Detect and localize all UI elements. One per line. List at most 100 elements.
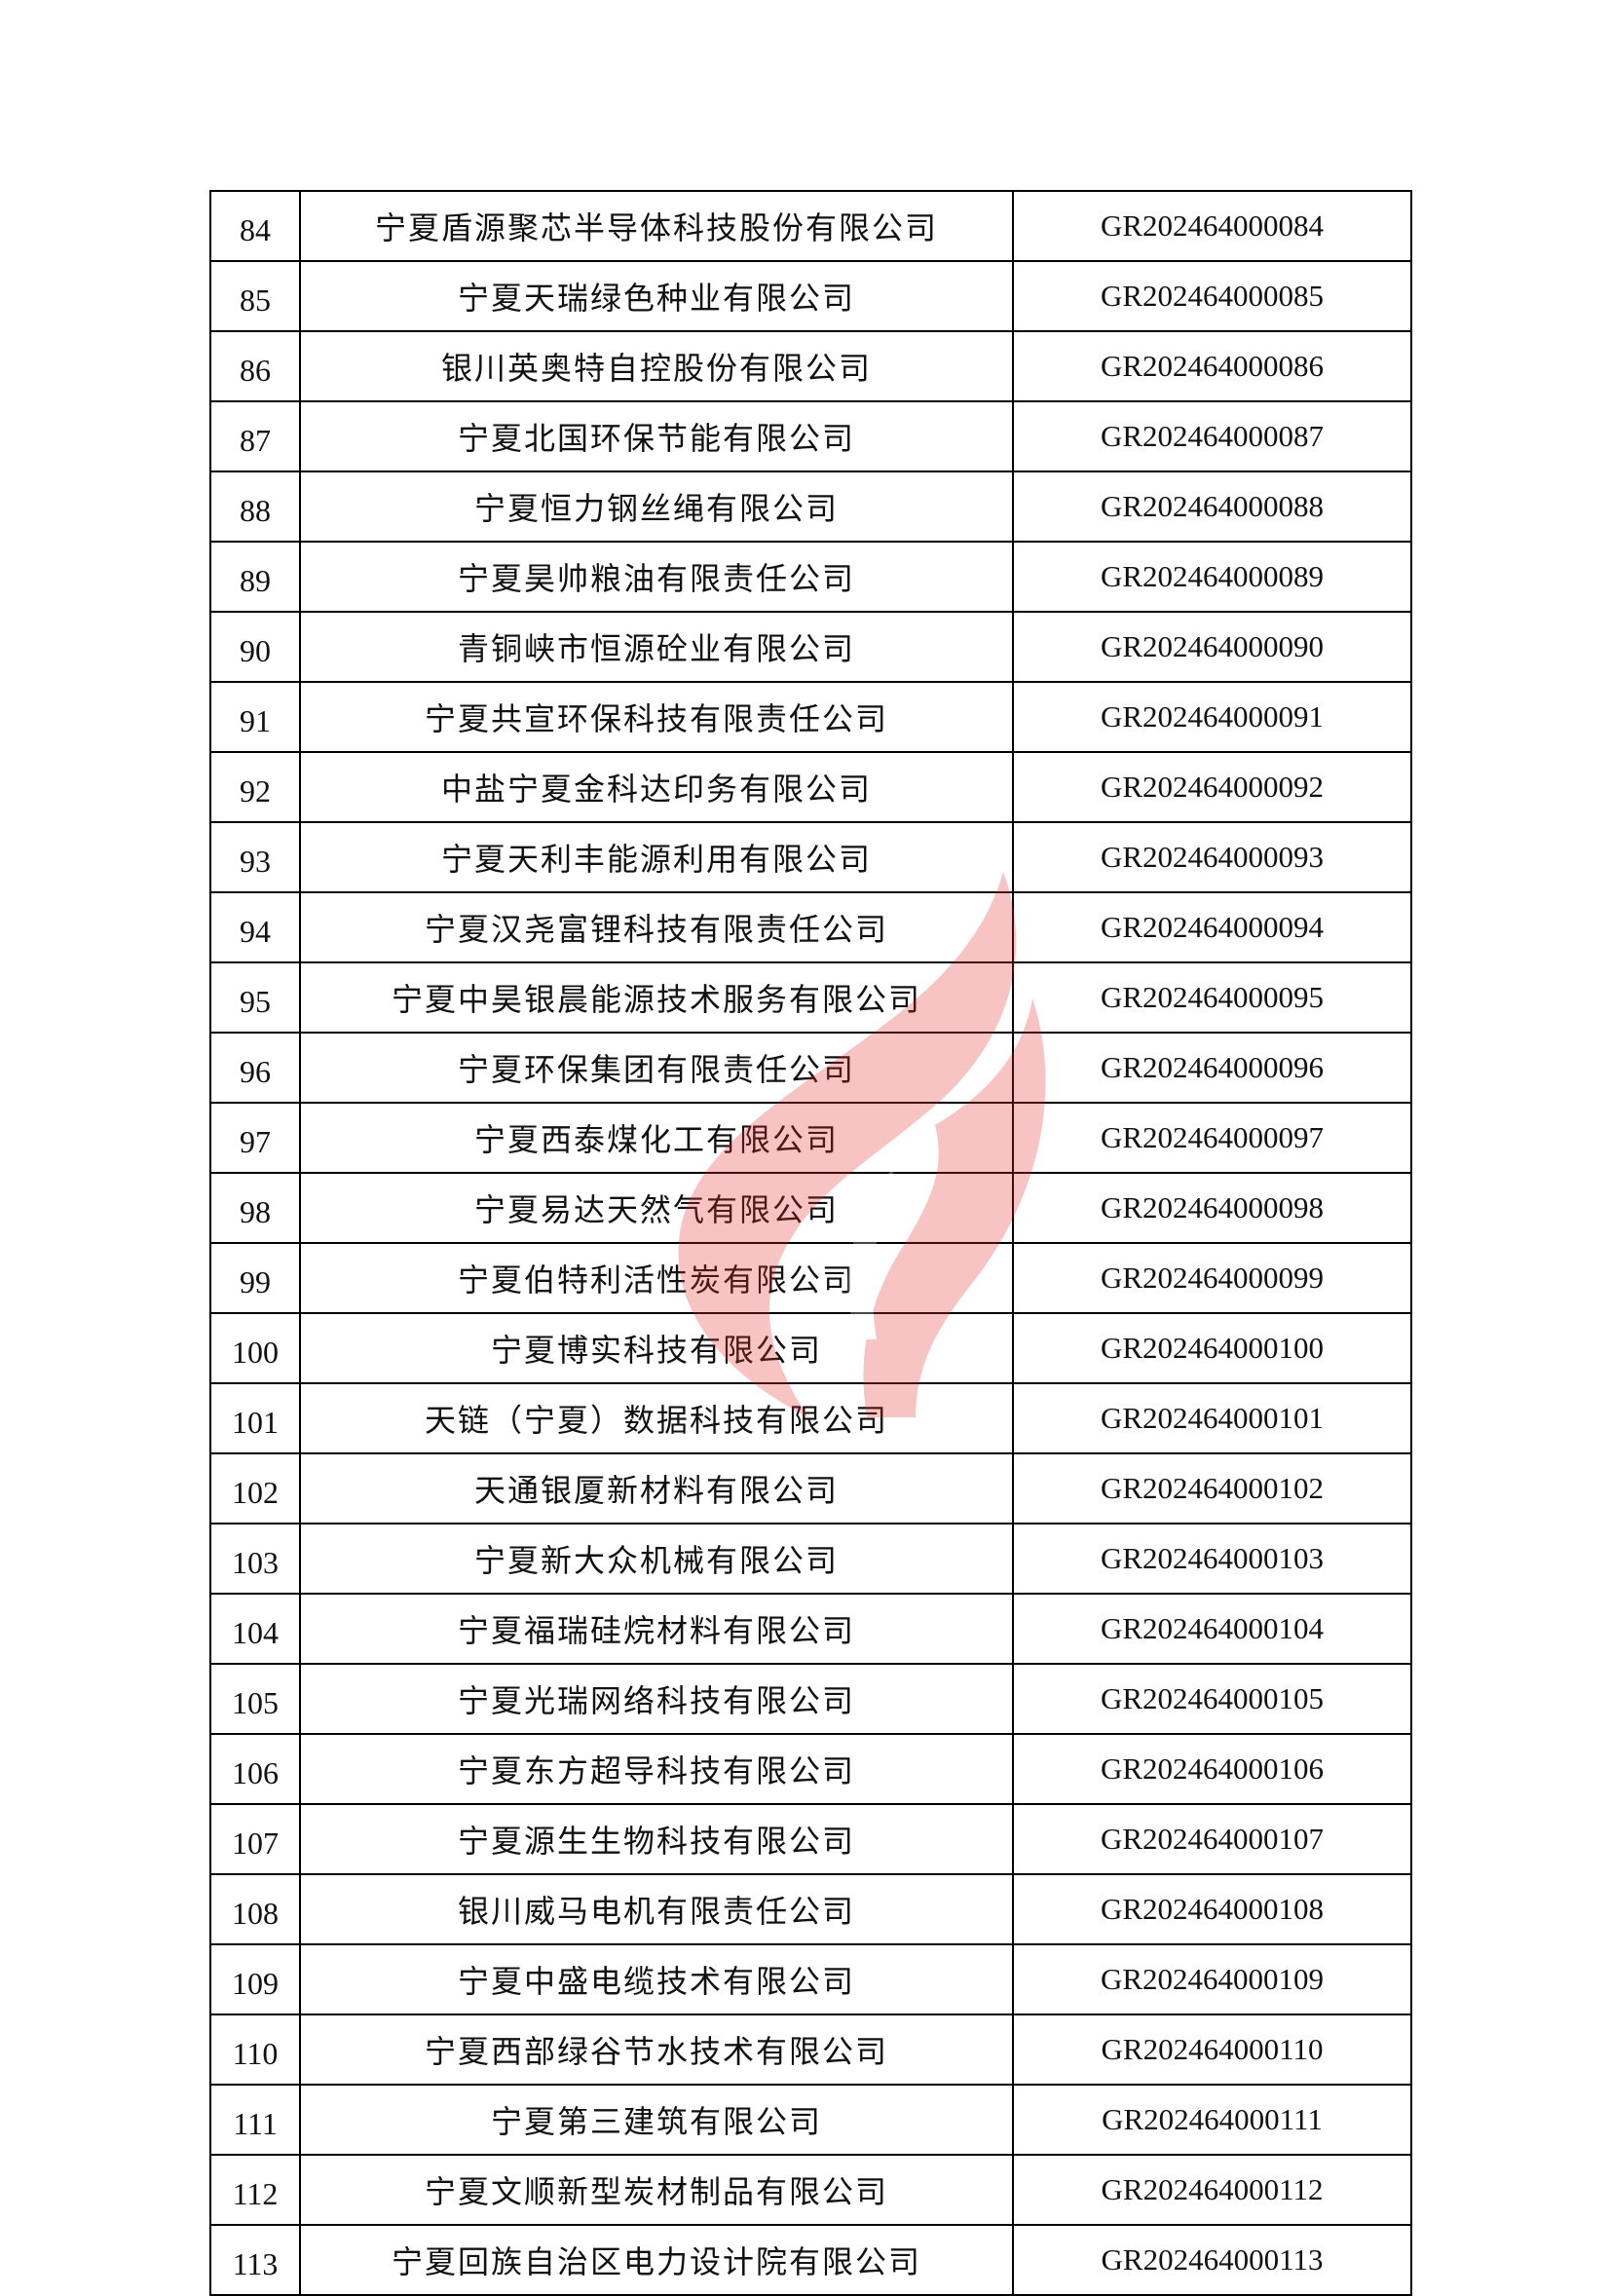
table-row: 100 宁夏博实科技有限公司 GR202464000100: [209, 1312, 1412, 1384]
certificate-number: GR202464000107: [1012, 1803, 1412, 1875]
certificate-number: GR202464000111: [1012, 2084, 1412, 2156]
certificate-number: GR202464000097: [1012, 1102, 1412, 1174]
certificate-number: GR202464000086: [1012, 330, 1412, 402]
certificate-number: GR202464000091: [1012, 681, 1412, 753]
company-name: 宁夏环保集团有限责任公司: [299, 1032, 1014, 1104]
certificate-number: GR202464000105: [1012, 1663, 1412, 1735]
row-number: 108: [209, 1873, 301, 1945]
certificate-number: GR202464000112: [1012, 2154, 1412, 2226]
company-name: 银川威马电机有限责任公司: [299, 1873, 1014, 1945]
certificate-number: GR202464000096: [1012, 1032, 1412, 1104]
row-number: 97: [209, 1102, 301, 1174]
table-row: 105 宁夏光瑞网络科技有限公司 GR202464000105: [209, 1663, 1412, 1735]
certificate-number: GR202464000084: [1012, 190, 1412, 262]
company-name: 宁夏福瑞硅烷材料有限公司: [299, 1593, 1014, 1665]
row-number: 103: [209, 1523, 301, 1595]
certificate-number: GR202464000089: [1012, 541, 1412, 613]
row-number: 89: [209, 541, 301, 613]
table-row: 107 宁夏源生生物科技有限公司 GR202464000107: [209, 1803, 1412, 1875]
table-row: 112 宁夏文顺新型炭材制品有限公司 GR202464000112: [209, 2154, 1412, 2226]
row-number: 96: [209, 1032, 301, 1104]
certificate-number: GR202464000113: [1012, 2224, 1412, 2296]
company-name: 宁夏共宣环保科技有限责任公司: [299, 681, 1014, 753]
table-row: 89 宁夏昊帅粮油有限责任公司 GR202464000089: [209, 541, 1412, 613]
certificate-number: GR202464000102: [1012, 1452, 1412, 1524]
certificate-number: GR202464000094: [1012, 891, 1412, 963]
row-number: 107: [209, 1803, 301, 1875]
row-number: 87: [209, 400, 301, 472]
row-number: 100: [209, 1312, 301, 1384]
company-name: 宁夏北国环保节能有限公司: [299, 400, 1014, 472]
certificate-number: GR202464000106: [1012, 1733, 1412, 1805]
table-row: 94 宁夏汉尧富锂科技有限责任公司 GR202464000094: [209, 891, 1412, 963]
certificate-number: GR202464000099: [1012, 1242, 1412, 1314]
table-row: 113 宁夏回族自治区电力设计院有限公司 GR202464000113: [209, 2224, 1412, 2296]
certificate-number: GR202464000087: [1012, 400, 1412, 472]
table-row: 87 宁夏北国环保节能有限公司 GR202464000087: [209, 400, 1412, 472]
table-row: 90 青铜峡市恒源砼业有限公司 GR202464000090: [209, 611, 1412, 683]
certificate-number: GR202464000108: [1012, 1873, 1412, 1945]
table-row: 95 宁夏中昊银晨能源技术服务有限公司 GR202464000095: [209, 961, 1412, 1034]
table-row: 110 宁夏西部绿谷节水技术有限公司 GR202464000110: [209, 2014, 1412, 2086]
table-row: 99 宁夏伯特利活性炭有限公司 GR202464000099: [209, 1242, 1412, 1314]
table-row: 97 宁夏西泰煤化工有限公司 GR202464000097: [209, 1102, 1412, 1174]
company-name: 宁夏新大众机械有限公司: [299, 1523, 1014, 1595]
company-name: 宁夏天瑞绿色种业有限公司: [299, 260, 1014, 332]
company-name: 宁夏东方超导科技有限公司: [299, 1733, 1014, 1805]
row-number: 102: [209, 1452, 301, 1524]
company-name: 青铜峡市恒源砼业有限公司: [299, 611, 1014, 683]
company-name: 宁夏盾源聚芯半导体科技股份有限公司: [299, 190, 1014, 262]
row-number: 101: [209, 1382, 301, 1454]
row-number: 92: [209, 751, 301, 823]
company-name: 宁夏文顺新型炭材制品有限公司: [299, 2154, 1014, 2226]
certificate-number: GR202464000104: [1012, 1593, 1412, 1665]
certificate-number: GR202464000085: [1012, 260, 1412, 332]
certificate-number: GR202464000100: [1012, 1312, 1412, 1384]
row-number: 105: [209, 1663, 301, 1735]
certificate-number: GR202464000109: [1012, 1943, 1412, 2015]
row-number: 90: [209, 611, 301, 683]
company-table: 84 宁夏盾源聚芯半导体科技股份有限公司 GR202464000084 85 宁夏天瑞绿…: [209, 190, 1412, 2296]
row-number: 110: [209, 2014, 301, 2086]
certificate-number: GR202464000095: [1012, 961, 1412, 1034]
row-number: 106: [209, 1733, 301, 1805]
table-row: 92 中盐宁夏金科达印务有限公司 GR202464000092: [209, 751, 1412, 823]
table-row: 103 宁夏新大众机械有限公司 GR202464000103: [209, 1523, 1412, 1595]
row-number: 113: [209, 2224, 301, 2296]
table-row: 106 宁夏东方超导科技有限公司 GR202464000106: [209, 1733, 1412, 1805]
row-number: 93: [209, 821, 301, 893]
row-number: 99: [209, 1242, 301, 1314]
company-name: 天链（宁夏）数据科技有限公司: [299, 1382, 1014, 1454]
row-number: 86: [209, 330, 301, 402]
certificate-number: GR202464000101: [1012, 1382, 1412, 1454]
table-row: 85 宁夏天瑞绿色种业有限公司 GR202464000085: [209, 260, 1412, 332]
certificate-number: GR202464000103: [1012, 1523, 1412, 1595]
table-row: 86 银川英奥特自控股份有限公司 GR202464000086: [209, 330, 1412, 402]
row-number: 84: [209, 190, 301, 262]
certificate-number: GR202464000092: [1012, 751, 1412, 823]
table-row: 111 宁夏第三建筑有限公司 GR202464000111: [209, 2084, 1412, 2156]
company-name: 宁夏回族自治区电力设计院有限公司: [299, 2224, 1014, 2296]
row-number: 104: [209, 1593, 301, 1665]
company-name: 宁夏天利丰能源利用有限公司: [299, 821, 1014, 893]
row-number: 91: [209, 681, 301, 753]
certificate-number: GR202464000110: [1012, 2014, 1412, 2086]
table-row: 96 宁夏环保集团有限责任公司 GR202464000096: [209, 1032, 1412, 1104]
row-number: 85: [209, 260, 301, 332]
company-name: 宁夏伯特利活性炭有限公司: [299, 1242, 1014, 1314]
company-name: 宁夏西部绿谷节水技术有限公司: [299, 2014, 1014, 2086]
certificate-number: GR202464000090: [1012, 611, 1412, 683]
row-number: 94: [209, 891, 301, 963]
company-name: 宁夏易达天然气有限公司: [299, 1172, 1014, 1244]
company-name: 宁夏汉尧富锂科技有限责任公司: [299, 891, 1014, 963]
table-body: 84 宁夏盾源聚芯半导体科技股份有限公司 GR202464000084 85 宁夏天瑞绿…: [209, 190, 1412, 2296]
company-name: 银川英奥特自控股份有限公司: [299, 330, 1014, 402]
company-name: 宁夏博实科技有限公司: [299, 1312, 1014, 1384]
table-row: 102 天通银厦新材料有限公司 GR202464000102: [209, 1452, 1412, 1524]
company-name: 宁夏恒力钢丝绳有限公司: [299, 470, 1014, 543]
company-name: 宁夏中昊银晨能源技术服务有限公司: [299, 961, 1014, 1034]
row-number: 98: [209, 1172, 301, 1244]
company-name: 天通银厦新材料有限公司: [299, 1452, 1014, 1524]
company-name: 宁夏中盛电缆技术有限公司: [299, 1943, 1014, 2015]
company-name: 宁夏昊帅粮油有限责任公司: [299, 541, 1014, 613]
